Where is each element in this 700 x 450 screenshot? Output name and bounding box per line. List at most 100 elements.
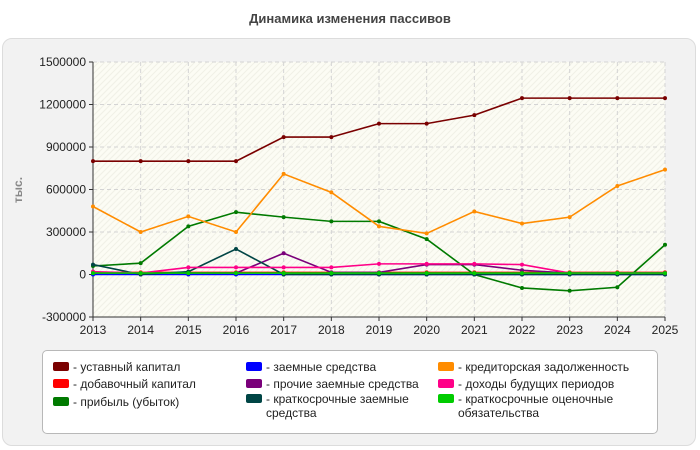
y-tick-label: 300000 [46, 225, 86, 239]
data-point [472, 113, 477, 118]
legend-label: - прочие заемные средства [266, 377, 419, 391]
data-point [615, 96, 620, 101]
data-point [520, 96, 524, 101]
data-point [615, 285, 620, 290]
data-point [186, 224, 191, 229]
y-tick-label: 0 [79, 268, 86, 282]
legend-swatch [438, 394, 454, 403]
legend-label: - кредиторская задолженность [458, 360, 630, 374]
data-point [472, 209, 477, 214]
legend-swatch [246, 362, 262, 371]
data-point [234, 265, 238, 270]
data-point [186, 214, 191, 219]
y-tick-label: 1200000 [39, 98, 86, 112]
legend-swatch [53, 362, 69, 371]
data-point [567, 215, 572, 220]
data-point [138, 159, 143, 164]
data-point [520, 285, 524, 290]
data-point [329, 219, 334, 224]
data-point [281, 135, 286, 140]
data-point [329, 271, 334, 276]
legend-swatch [53, 379, 69, 388]
legend-swatch [246, 394, 262, 403]
data-point [138, 230, 143, 234]
data-point [234, 210, 238, 215]
legend-label: - доходы будущих периодов [458, 377, 615, 391]
y-tick-label: -300000 [42, 310, 86, 324]
x-tick-label: 2017 [270, 323, 297, 337]
data-point [377, 261, 381, 266]
legend-swatch [246, 379, 262, 388]
data-point [377, 224, 381, 229]
legend-label: - заемные средства [266, 360, 377, 374]
legend-label: - краткосрочные оценочные обязательства [458, 392, 614, 420]
y-axis-label: тыс. [11, 177, 25, 203]
x-tick-label: 2022 [509, 323, 536, 337]
data-point [377, 219, 381, 224]
legend-swatch [53, 397, 69, 406]
data-point [520, 271, 524, 276]
legend-swatch [438, 362, 454, 371]
y-tick-label: 900000 [46, 140, 86, 154]
data-point [424, 231, 429, 236]
data-point [615, 271, 620, 276]
x-tick-label: 2023 [556, 323, 583, 337]
data-point [138, 271, 143, 276]
x-tick-label: 2015 [175, 323, 202, 337]
chart-title: Динамика изменения пассивов [249, 11, 451, 26]
y-tick-label: 600000 [46, 183, 86, 197]
data-point [281, 171, 286, 176]
data-point [281, 215, 286, 220]
legend-label: - уставный капитал [73, 360, 181, 374]
data-point [567, 288, 572, 293]
data-point [234, 271, 238, 276]
data-point [91, 204, 95, 209]
data-point [91, 159, 95, 164]
data-point [377, 271, 381, 276]
data-point [567, 96, 572, 101]
data-point [186, 271, 191, 276]
series-0 [91, 96, 667, 164]
data-point [281, 265, 286, 270]
legend-swatch [438, 379, 454, 388]
data-point [186, 265, 191, 270]
data-point [138, 261, 143, 266]
x-tick-label: 2018 [318, 323, 345, 337]
legend: - уставный капитал - добавочный капитал - … [42, 350, 658, 434]
legend-label: - добавочный капитал [73, 377, 196, 391]
series-8 [91, 271, 667, 276]
x-tick-label: 2013 [80, 323, 107, 337]
data-point [424, 271, 429, 276]
data-point [424, 261, 429, 266]
data-point [615, 183, 620, 188]
legend-label: - прибыль (убыток) [73, 395, 180, 409]
data-point [234, 230, 238, 234]
data-point [329, 135, 334, 140]
data-point [663, 96, 667, 101]
x-tick-label: 2016 [223, 323, 250, 337]
y-tick-label: 1500000 [39, 55, 86, 69]
x-tick-label: 2024 [604, 323, 631, 337]
data-point [663, 167, 667, 172]
x-tick-label: 2014 [127, 323, 154, 337]
data-point [281, 271, 286, 276]
data-point [329, 265, 334, 270]
legend-label: - краткосрочные заемные средства [266, 392, 409, 420]
data-point [329, 190, 334, 195]
data-point [234, 159, 238, 164]
data-point [520, 221, 524, 226]
data-point [472, 261, 477, 266]
data-point [424, 121, 429, 126]
data-point [91, 271, 95, 276]
data-point [281, 251, 286, 256]
data-point [663, 242, 667, 247]
x-tick-label: 2020 [413, 323, 440, 337]
x-tick-label: 2021 [461, 323, 488, 337]
series-2 [91, 210, 667, 293]
data-point [377, 121, 381, 126]
x-tick-label: 2025 [652, 323, 679, 337]
data-point [186, 159, 191, 164]
data-point [663, 271, 667, 276]
data-point [520, 268, 524, 273]
